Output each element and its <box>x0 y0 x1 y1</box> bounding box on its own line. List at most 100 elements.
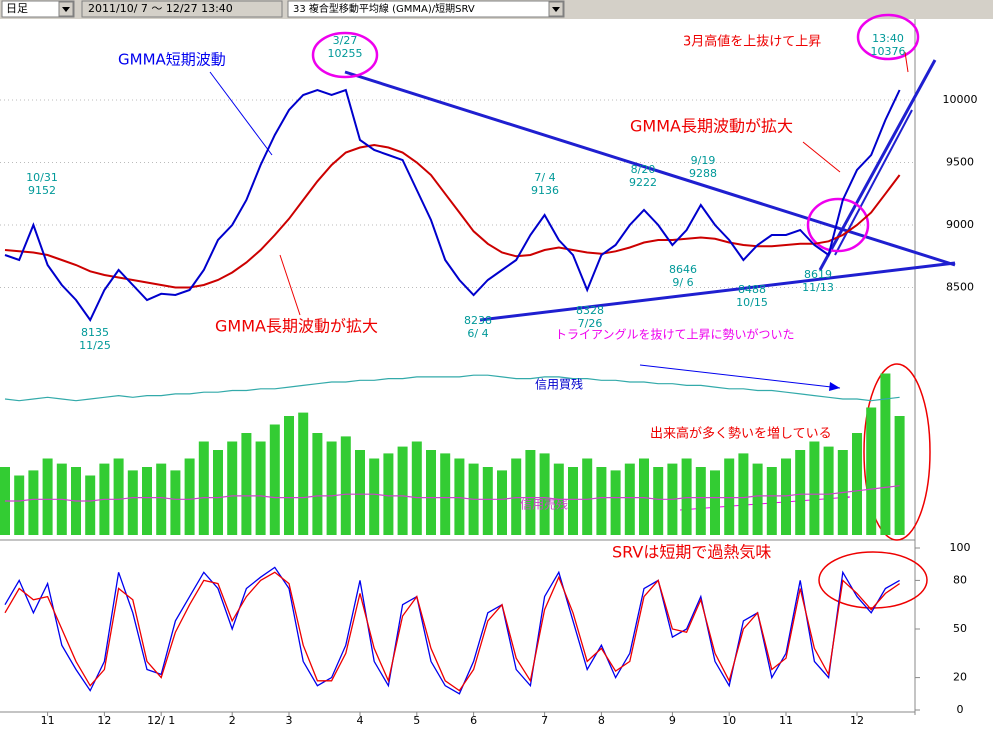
point-label: 10/15 <box>736 296 768 309</box>
point-label: 9136 <box>531 184 559 197</box>
trend-line <box>344 70 956 267</box>
point-label: 8135 <box>81 326 109 339</box>
series-label: 信用売残 <box>520 497 568 512</box>
annotation: 出来高が多く勢いを増している <box>650 426 832 442</box>
series-line <box>4 566 900 695</box>
highlight <box>806 197 870 253</box>
annotation: GMMA短期波動 <box>118 51 226 69</box>
bar <box>85 475 96 535</box>
bar <box>568 467 578 535</box>
x-tick-label: 12 <box>97 714 111 727</box>
bar <box>639 458 649 535</box>
dropdown-arrow <box>552 7 560 12</box>
bar <box>809 441 820 535</box>
point-label: 7/ 4 <box>534 171 555 184</box>
bar <box>596 467 607 535</box>
bar <box>454 458 465 535</box>
point-label: 10/31 <box>26 171 58 184</box>
bar <box>511 458 522 535</box>
point-label: 10376 <box>871 45 906 58</box>
period-select[interactable] <box>1 0 75 18</box>
series-line <box>4 88 901 322</box>
bar <box>766 467 777 535</box>
range-box <box>81 0 283 18</box>
bar <box>440 453 451 535</box>
bar <box>823 446 834 535</box>
bar <box>482 467 493 535</box>
bar <box>198 441 209 535</box>
bar <box>28 470 39 535</box>
bar <box>653 467 664 535</box>
y-tick-label: 10000 <box>943 93 978 106</box>
point-label: 8/20 <box>631 163 656 176</box>
bar <box>383 453 394 535</box>
series-line <box>5 485 900 502</box>
point-label: 3/27 <box>333 34 358 47</box>
annotation: GMMA長期波動が拡大 <box>215 317 378 336</box>
series-line <box>4 143 901 289</box>
bar <box>227 441 238 535</box>
x-tick-label: 4 <box>357 714 364 727</box>
bar <box>369 458 380 535</box>
bar <box>113 458 124 535</box>
bar <box>142 467 152 535</box>
annotation: 3月高値を上抜けて上昇 <box>683 34 821 50</box>
bar <box>781 458 791 535</box>
x-tick-label: 11 <box>779 714 793 727</box>
bar <box>127 470 138 535</box>
x-tick-label: 8 <box>598 714 605 727</box>
bar <box>852 433 862 535</box>
x-tick-label: 7 <box>541 714 548 727</box>
bar <box>326 441 337 535</box>
bar <box>42 458 53 535</box>
bar <box>241 433 252 535</box>
point-label: 11/25 <box>79 339 111 352</box>
point-label: 9152 <box>28 184 56 197</box>
annotation: SRVは短期で過熱気味 <box>612 543 771 562</box>
highlight <box>311 31 379 79</box>
bar <box>866 407 877 535</box>
bar <box>795 450 806 535</box>
annotation: トライアングルを抜けて上昇に勢いがついた <box>555 327 795 342</box>
bar <box>411 441 422 535</box>
pointer <box>279 254 301 316</box>
point-label: 8488 <box>738 283 766 296</box>
arrow <box>679 496 851 511</box>
series-label: 信用買残 <box>535 378 583 392</box>
x-tick-label: 12 <box>850 714 864 727</box>
x-tick-label: 12/ 1 <box>147 714 175 727</box>
bar <box>695 467 706 535</box>
y-tick-label: 8500 <box>946 281 974 294</box>
x-tick-label: 2 <box>229 714 236 727</box>
bar <box>397 446 408 535</box>
bar <box>355 450 365 535</box>
bar <box>255 441 266 535</box>
series-line <box>4 571 900 692</box>
y-tick-label: 9000 <box>946 218 974 231</box>
point-label: 9/19 <box>691 154 716 167</box>
trend-line <box>818 59 937 271</box>
bar <box>312 433 323 535</box>
bar <box>681 458 692 535</box>
point-label: 8619 <box>804 268 832 281</box>
bar <box>340 436 351 535</box>
bar <box>269 424 280 535</box>
x-tick-label: 11 <box>41 714 55 727</box>
bar <box>184 458 195 535</box>
point-label: 8238 <box>464 314 492 327</box>
x-tick-label: 5 <box>413 714 420 727</box>
y-tick-label: 100 <box>950 541 971 554</box>
pointer <box>802 141 841 173</box>
bar <box>710 470 720 535</box>
bar <box>156 463 167 535</box>
x-tick-label: 3 <box>286 714 293 727</box>
point-label: 9288 <box>689 167 717 180</box>
highlight <box>856 13 920 61</box>
indicator-select[interactable] <box>287 0 565 18</box>
pointer <box>209 71 273 156</box>
bar <box>213 450 223 535</box>
bar <box>170 470 181 535</box>
indicator: 33 複合型移動平均線 (GMMA)/短期SRV <box>293 2 475 15</box>
range: 2011/10/ 7 ～ 12/27 13:40 <box>88 2 233 15</box>
